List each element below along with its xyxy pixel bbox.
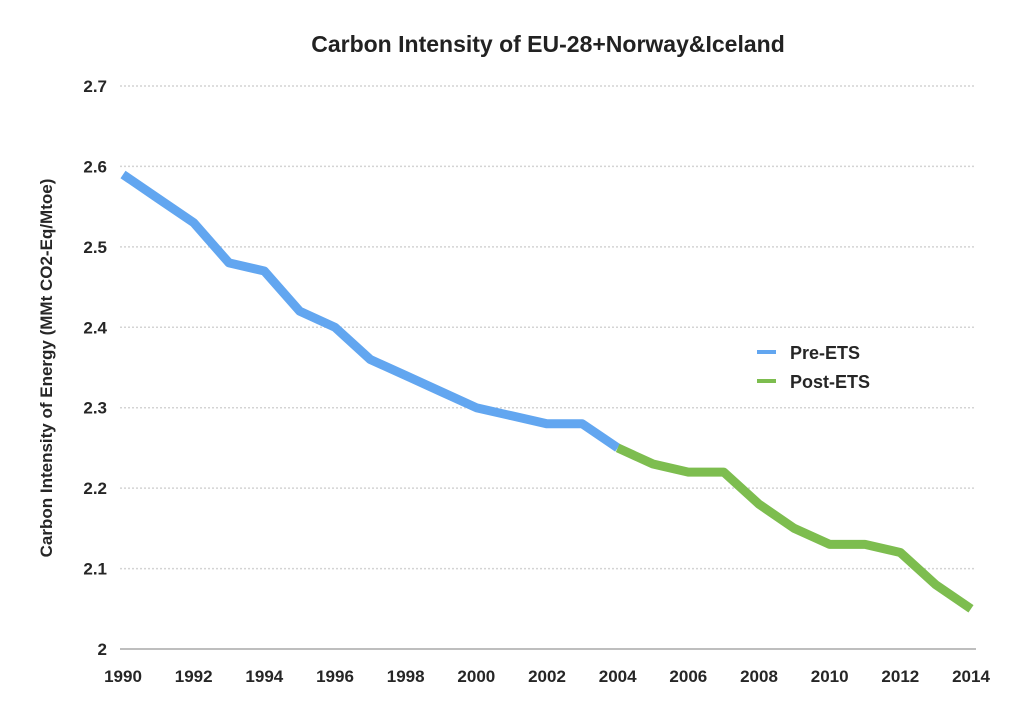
legend-label-post-ets: Post-ETS [790, 372, 870, 392]
gridlines [120, 85, 976, 570]
x-tick-label: 2000 [457, 667, 495, 686]
x-tick-label: 2004 [599, 667, 637, 686]
x-tick-label: 1990 [104, 667, 142, 686]
legend-label-pre-ets: Pre-ETS [790, 343, 860, 363]
legend: Pre-ETS Post-ETS [757, 343, 870, 392]
chart-title: Carbon Intensity of EU-28+Norway&Iceland [311, 31, 785, 57]
y-tick-label: 2.3 [83, 399, 107, 418]
y-tick-label: 2.7 [83, 77, 107, 96]
x-tick-label: 2010 [811, 667, 849, 686]
x-tick-label: 1996 [316, 667, 354, 686]
x-tick-label: 1994 [245, 667, 283, 686]
x-tick-label: 1992 [175, 667, 213, 686]
y-tick-label: 2.5 [83, 238, 107, 257]
series-line-pre-ets [120, 170, 621, 452]
x-tick-label: 2012 [881, 667, 919, 686]
x-tick-label: 1998 [387, 667, 425, 686]
y-tick-label: 2 [98, 640, 107, 659]
y-axis-label: Carbon Intensity of Energy (MMt CO2-Eq/M… [37, 179, 56, 558]
y-tick-label: 2.1 [83, 560, 107, 579]
y-tick-label: 2.2 [83, 479, 107, 498]
x-tick-label: 2006 [669, 667, 707, 686]
x-tick-label: 2002 [528, 667, 566, 686]
y-tick-label: 2.6 [83, 157, 107, 176]
x-tick-label: 2014 [952, 667, 990, 686]
x-axis-ticks: 1990 1992 1994 1996 1998 2000 2002 2004 2006 2008… [104, 667, 990, 686]
y-axis-ticks: 2 2.1 2.2 2.3 2.4 2.5 2.6 2.7 [83, 77, 107, 659]
series-line-post-ets [615, 443, 974, 613]
y-tick-label: 2.4 [83, 318, 107, 337]
series-lines [120, 170, 974, 613]
x-tick-label: 2008 [740, 667, 778, 686]
